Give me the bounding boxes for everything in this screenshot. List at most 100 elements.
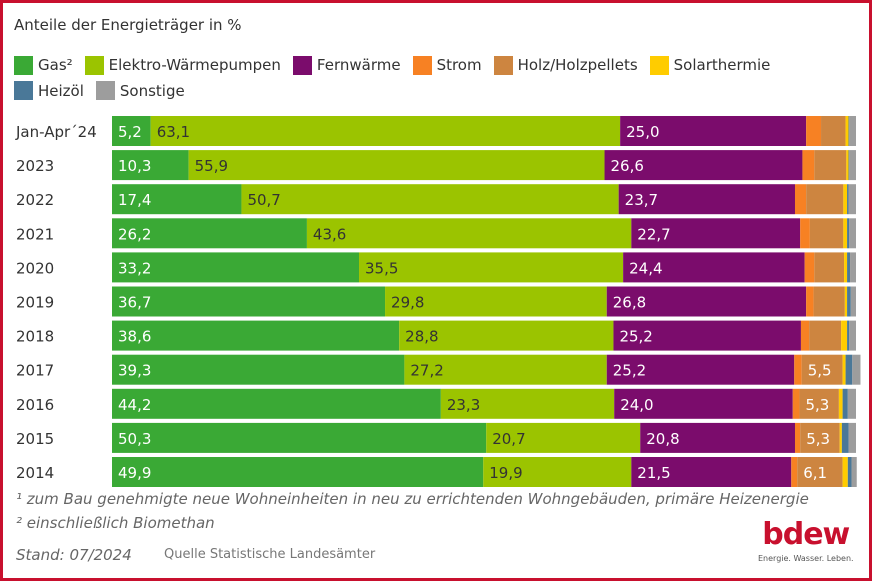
category-label: 2015 xyxy=(16,430,54,448)
data-label: 17,4 xyxy=(118,191,151,209)
category-label: 2014 xyxy=(16,464,54,482)
data-label: 23,7 xyxy=(625,191,658,209)
bar-segment xyxy=(809,218,844,249)
data-label: 22,7 xyxy=(637,225,670,243)
bar-segment xyxy=(842,388,848,419)
legend-item: Fernwärme xyxy=(292,53,401,77)
bar-segment xyxy=(112,457,484,487)
data-label: 43,6 xyxy=(313,225,346,243)
legend-swatch xyxy=(14,55,33,75)
bar-segment xyxy=(806,286,814,317)
footnote-2: ² einschließlich Biomethan xyxy=(16,514,215,532)
bar-segment xyxy=(800,320,810,351)
bar-segment xyxy=(359,252,624,283)
bar-segment xyxy=(838,388,843,419)
source-note: Quelle Statistische Landesämter xyxy=(164,547,376,562)
bar-segment xyxy=(847,218,850,249)
bar-segment xyxy=(794,184,807,215)
legend-label: Heizöl xyxy=(38,81,84,100)
data-label: 24,0 xyxy=(620,396,653,414)
legend-label: Solarthermie xyxy=(673,56,771,74)
category-label: 2021 xyxy=(16,225,54,243)
bar-segment xyxy=(241,184,619,215)
legend-swatch xyxy=(14,81,33,100)
bar-segment xyxy=(848,150,850,181)
bar-segment xyxy=(842,354,846,385)
bar-segment xyxy=(794,422,801,453)
bar-segment xyxy=(849,218,856,249)
legend-label: Elektro-Wärmepumpen xyxy=(108,56,281,74)
legend-item: Gas² xyxy=(14,53,73,77)
bar-segment xyxy=(399,320,614,351)
bar-segment xyxy=(440,388,615,419)
legend-swatch xyxy=(84,55,104,75)
bar-segment xyxy=(483,457,632,487)
category-label: Jan-Apr´24 xyxy=(15,123,97,141)
legend-label: Gas² xyxy=(38,56,73,74)
bar-segment xyxy=(623,252,805,283)
legend-label: Fernwärme xyxy=(316,56,401,74)
category-label: 2016 xyxy=(16,396,54,414)
category-label: 2020 xyxy=(16,259,54,277)
bar-segment xyxy=(814,150,847,181)
data-label: 25,2 xyxy=(619,328,652,346)
bar-segment xyxy=(847,286,851,317)
category-label: 2017 xyxy=(16,362,54,380)
footnote-1: ¹ zum Bau genehmigte neue Wohneinheiten … xyxy=(16,490,809,508)
bar-segment xyxy=(112,320,400,351)
bar-segment xyxy=(841,422,849,453)
bar-segment xyxy=(618,184,795,215)
data-label: 39,3 xyxy=(118,362,151,380)
category-label: 2019 xyxy=(16,294,54,312)
bar-segment xyxy=(112,116,151,146)
data-label: 10,3 xyxy=(118,157,151,175)
data-label: 20,7 xyxy=(492,430,525,448)
bar-segment xyxy=(791,457,798,487)
legend-swatch xyxy=(649,55,669,75)
bar-segment xyxy=(801,354,843,385)
bar-segment xyxy=(792,388,800,419)
data-label: 5,3 xyxy=(806,430,830,448)
bar-segment xyxy=(804,252,815,283)
bar-segment xyxy=(640,422,795,453)
bar-segment xyxy=(843,218,848,249)
bar-segment xyxy=(112,252,360,283)
bar-segment xyxy=(631,457,792,487)
data-label: 5,3 xyxy=(805,396,829,414)
bar-segment xyxy=(844,286,848,317)
bar-segment xyxy=(847,388,856,419)
bar-segment xyxy=(188,150,605,181)
bar-segment xyxy=(799,388,839,419)
data-label: 63,1 xyxy=(157,123,190,141)
category-label: 2023 xyxy=(16,157,54,175)
data-label: 24,4 xyxy=(629,259,662,277)
data-label: 23,3 xyxy=(447,396,480,414)
data-label: 55,9 xyxy=(195,157,228,175)
bar-segment xyxy=(404,354,607,385)
bar-segment xyxy=(839,422,842,453)
bar-segment xyxy=(843,184,848,215)
category-label: 2022 xyxy=(16,191,54,209)
bar-segment xyxy=(800,422,840,453)
bar-segment xyxy=(849,150,856,181)
bar-segment xyxy=(385,286,607,317)
bar-segment xyxy=(847,457,852,487)
data-label: 20,8 xyxy=(646,430,679,448)
bar-segment xyxy=(847,252,851,283)
bar-segment xyxy=(112,388,441,419)
bar-segment xyxy=(806,116,822,146)
bar-segment xyxy=(112,150,189,181)
data-label: 33,2 xyxy=(118,259,151,277)
legend: Gas² Elektro-Wärmepumpen Fernwärme Strom Hol… xyxy=(14,53,834,104)
data-label: 26,8 xyxy=(613,294,646,312)
legend-swatch xyxy=(292,55,312,75)
bar-segment xyxy=(844,252,848,283)
bar-segment xyxy=(841,320,848,351)
bar-segment xyxy=(112,354,405,385)
bar-segment xyxy=(848,422,856,453)
bar-segment xyxy=(802,150,815,181)
bar-segment xyxy=(112,286,386,317)
data-label: 29,8 xyxy=(391,294,424,312)
bar-segment xyxy=(847,320,850,351)
data-label: 25,2 xyxy=(613,362,646,380)
